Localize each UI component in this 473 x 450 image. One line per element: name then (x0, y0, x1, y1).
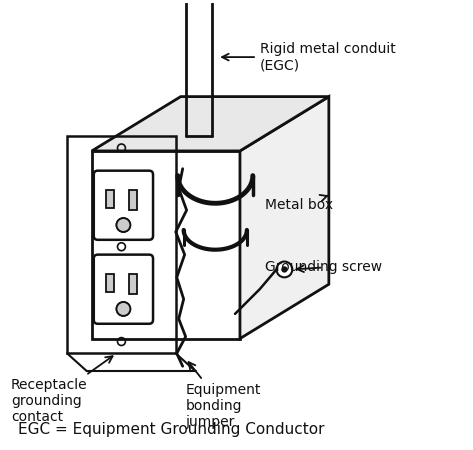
Text: Receptacle
grounding
contact: Receptacle grounding contact (11, 356, 113, 424)
FancyBboxPatch shape (94, 255, 153, 324)
Bar (129, 274, 137, 294)
Circle shape (277, 261, 292, 277)
Circle shape (116, 218, 131, 232)
Bar (129, 190, 137, 210)
FancyBboxPatch shape (94, 171, 153, 240)
Text: Equipment
bonding
jumper: Equipment bonding jumper (185, 362, 261, 429)
Text: Grounding screw: Grounding screw (265, 261, 382, 274)
Text: EGC = Equipment Grounding Conductor: EGC = Equipment Grounding Conductor (18, 422, 324, 437)
Circle shape (116, 302, 131, 316)
Circle shape (282, 267, 287, 272)
Polygon shape (92, 97, 329, 151)
Text: Rigid metal conduit
(EGC): Rigid metal conduit (EGC) (222, 42, 395, 72)
Bar (105, 274, 114, 292)
Polygon shape (240, 97, 329, 338)
Text: Metal box: Metal box (265, 195, 333, 212)
Bar (105, 190, 114, 208)
